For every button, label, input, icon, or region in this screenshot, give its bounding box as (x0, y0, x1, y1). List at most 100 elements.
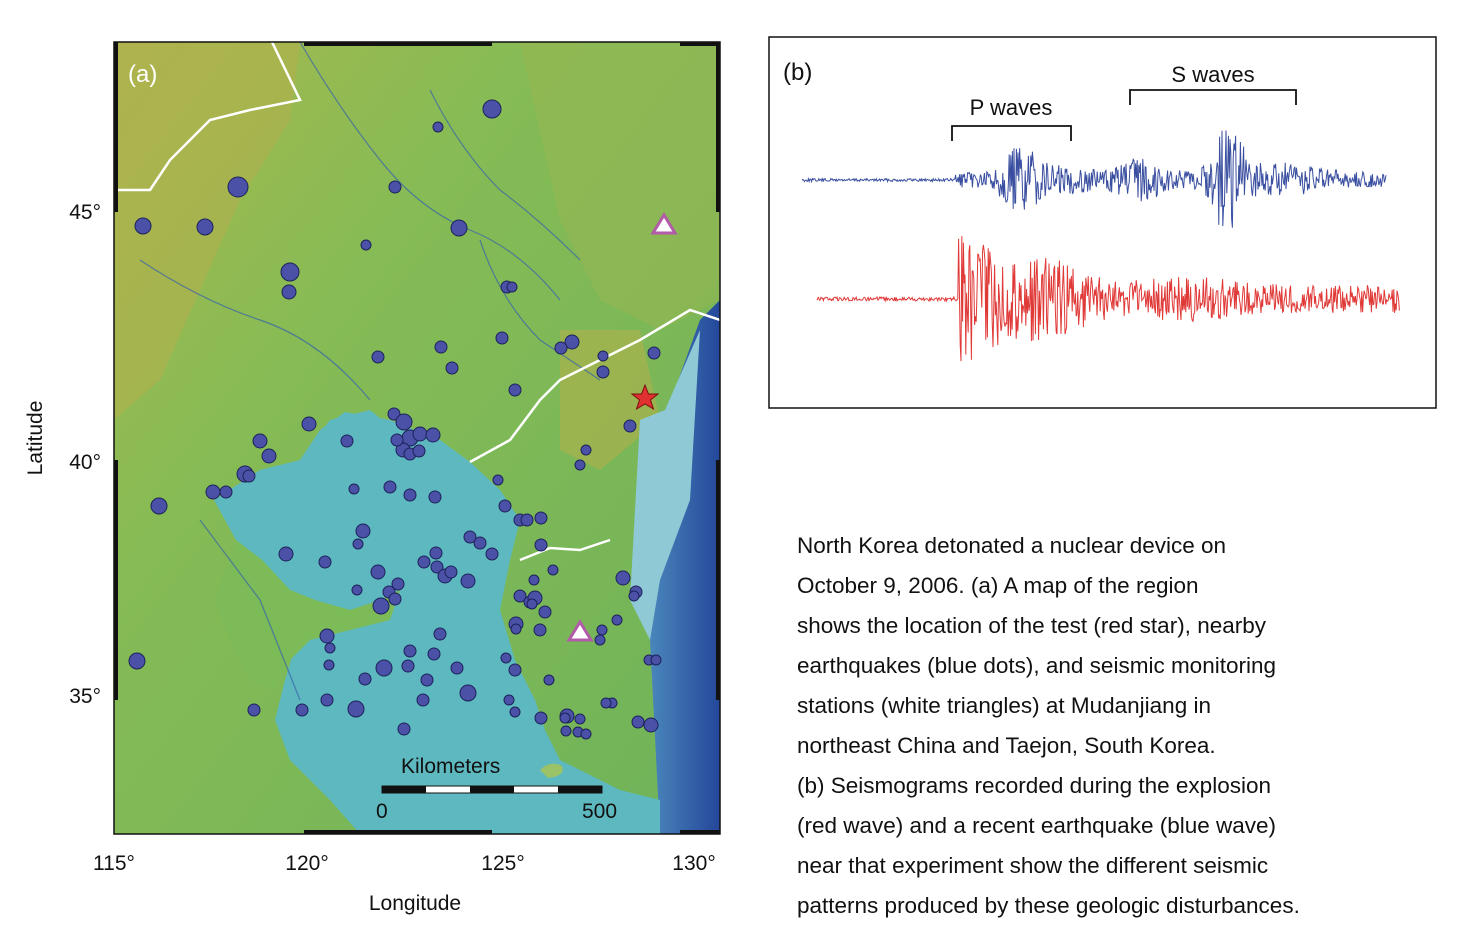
earthquake-dot (580, 728, 592, 740)
earthquake-dot (319, 628, 335, 644)
earthquake-dot (650, 654, 662, 666)
earthquake-dot (320, 693, 334, 707)
caption-line: northeast China and Taejon, South Korea. (797, 733, 1216, 758)
caption-line: shows the location of the test (red star… (797, 613, 1266, 638)
earthquake-dot (429, 546, 443, 560)
earthquake-dot (611, 614, 623, 626)
frame-mark (716, 460, 720, 700)
earthquake-dot (205, 484, 221, 500)
earthquake-dot (597, 350, 609, 362)
earthquake-dot (473, 536, 487, 550)
mudanjiang-station-triangle (650, 212, 678, 235)
earthquake-dot (372, 597, 390, 615)
earthquake-dot (594, 634, 606, 646)
earthquake-dot (631, 715, 645, 729)
earthquake-dot (261, 448, 277, 464)
earthquake-dot (150, 497, 168, 515)
earthquake-dot (513, 589, 527, 603)
earthquake-dot (643, 717, 659, 733)
earthquake-dot (459, 684, 477, 702)
earthquake-dot (295, 703, 309, 717)
earthquake-dot (358, 672, 372, 686)
earthquake-dot (534, 711, 548, 725)
earthquake-dot (128, 652, 146, 670)
earthquake-dot (560, 725, 572, 737)
longitude-ticks: 115° 120° 125° 130° (93, 852, 716, 875)
caption-line: stations (white triangles) at Mudanjiang… (797, 693, 1211, 718)
earthquake-dot (564, 334, 580, 350)
earthquake-dot (427, 647, 441, 661)
earthquake-dot (430, 560, 444, 574)
scale-bar-500: 500 (582, 800, 617, 823)
lat-tick-40: 40° (69, 451, 101, 474)
earthquake-dot (526, 598, 538, 610)
caption-line: (b) Seismograms recorded during the expl… (797, 773, 1271, 798)
earthquake-dot (387, 407, 401, 421)
earthquake-seismogram-wave (801, 130, 1387, 228)
earthquake-dot (391, 577, 405, 591)
earthquake-dot (615, 570, 631, 586)
lat-tick-35: 35° (69, 685, 101, 708)
frame-mark (114, 42, 118, 212)
earthquake-dot (559, 712, 571, 724)
taejon-station-triangle (566, 619, 594, 642)
earthquake-dots (128, 99, 662, 740)
caption-line: patterns produced by these geologic dist… (797, 893, 1300, 918)
earthquake-dot (360, 239, 372, 251)
earthquake-dot (482, 99, 502, 119)
earthquake-dot (403, 488, 417, 502)
earthquake-dot (412, 426, 428, 442)
korean-highland (560, 330, 660, 470)
earthquake-dot (463, 530, 477, 544)
scale-bar: Kilometers 0 500 (376, 755, 617, 823)
lon-tick-130: 130° (672, 852, 715, 875)
earthquake-dot (252, 433, 268, 449)
earthquake-dot (498, 499, 512, 513)
jeju-island (540, 763, 563, 778)
earthquake-dot (420, 673, 434, 687)
earthquake-dot (417, 555, 431, 569)
earthquake-dot (318, 555, 332, 569)
earthquake-dot (509, 706, 521, 718)
figure-caption: North Korea detonated a nuclear device o… (797, 526, 1437, 926)
map-panel: (a) Kilometers 0 500 115° 120° 125° 130°… (24, 41, 721, 915)
explosion-seismogram-wave (816, 236, 1400, 362)
borders (114, 42, 720, 562)
earthquake-dot (352, 538, 364, 550)
frame-mark (304, 42, 492, 46)
earthquake-dot (397, 722, 411, 736)
seismogram-frame (768, 36, 1437, 409)
frame-mark (680, 830, 720, 834)
bohai-sea (300, 410, 400, 510)
earthquake-dot (134, 217, 152, 235)
earthquake-dot (485, 547, 499, 561)
earthquake-dot (401, 659, 415, 673)
earthquake-dot (219, 485, 233, 499)
earthquake-dot (348, 483, 360, 495)
frame-marks (114, 42, 720, 834)
earthquake-dot (506, 281, 518, 293)
earthquake-dot (403, 644, 417, 658)
earthquake-dot (445, 361, 459, 375)
earthquake-dot (281, 284, 297, 300)
earthquake-dot (495, 331, 509, 345)
map-area (114, 42, 720, 834)
seismogram-panel: (b) P waves S waves (768, 36, 1437, 409)
earthquake-dot (543, 674, 555, 686)
earthquake-dot (596, 624, 608, 636)
earthquake-dot (596, 365, 610, 379)
lat-tick-45: 45° (69, 201, 101, 224)
frame-mark (304, 830, 492, 834)
earthquake-dot (623, 419, 637, 433)
earthquake-dot (425, 427, 441, 443)
p-waves-label: P waves (970, 95, 1053, 120)
earthquake-dot (600, 697, 612, 709)
earthquake-dot (432, 121, 444, 133)
earthquake-dot (574, 713, 586, 725)
earthquake-dot (347, 700, 365, 718)
earthquake-dot (395, 413, 413, 431)
earthquake-dot (554, 341, 568, 355)
earthquake-dot (628, 590, 640, 602)
earthquake-dot (370, 564, 386, 580)
